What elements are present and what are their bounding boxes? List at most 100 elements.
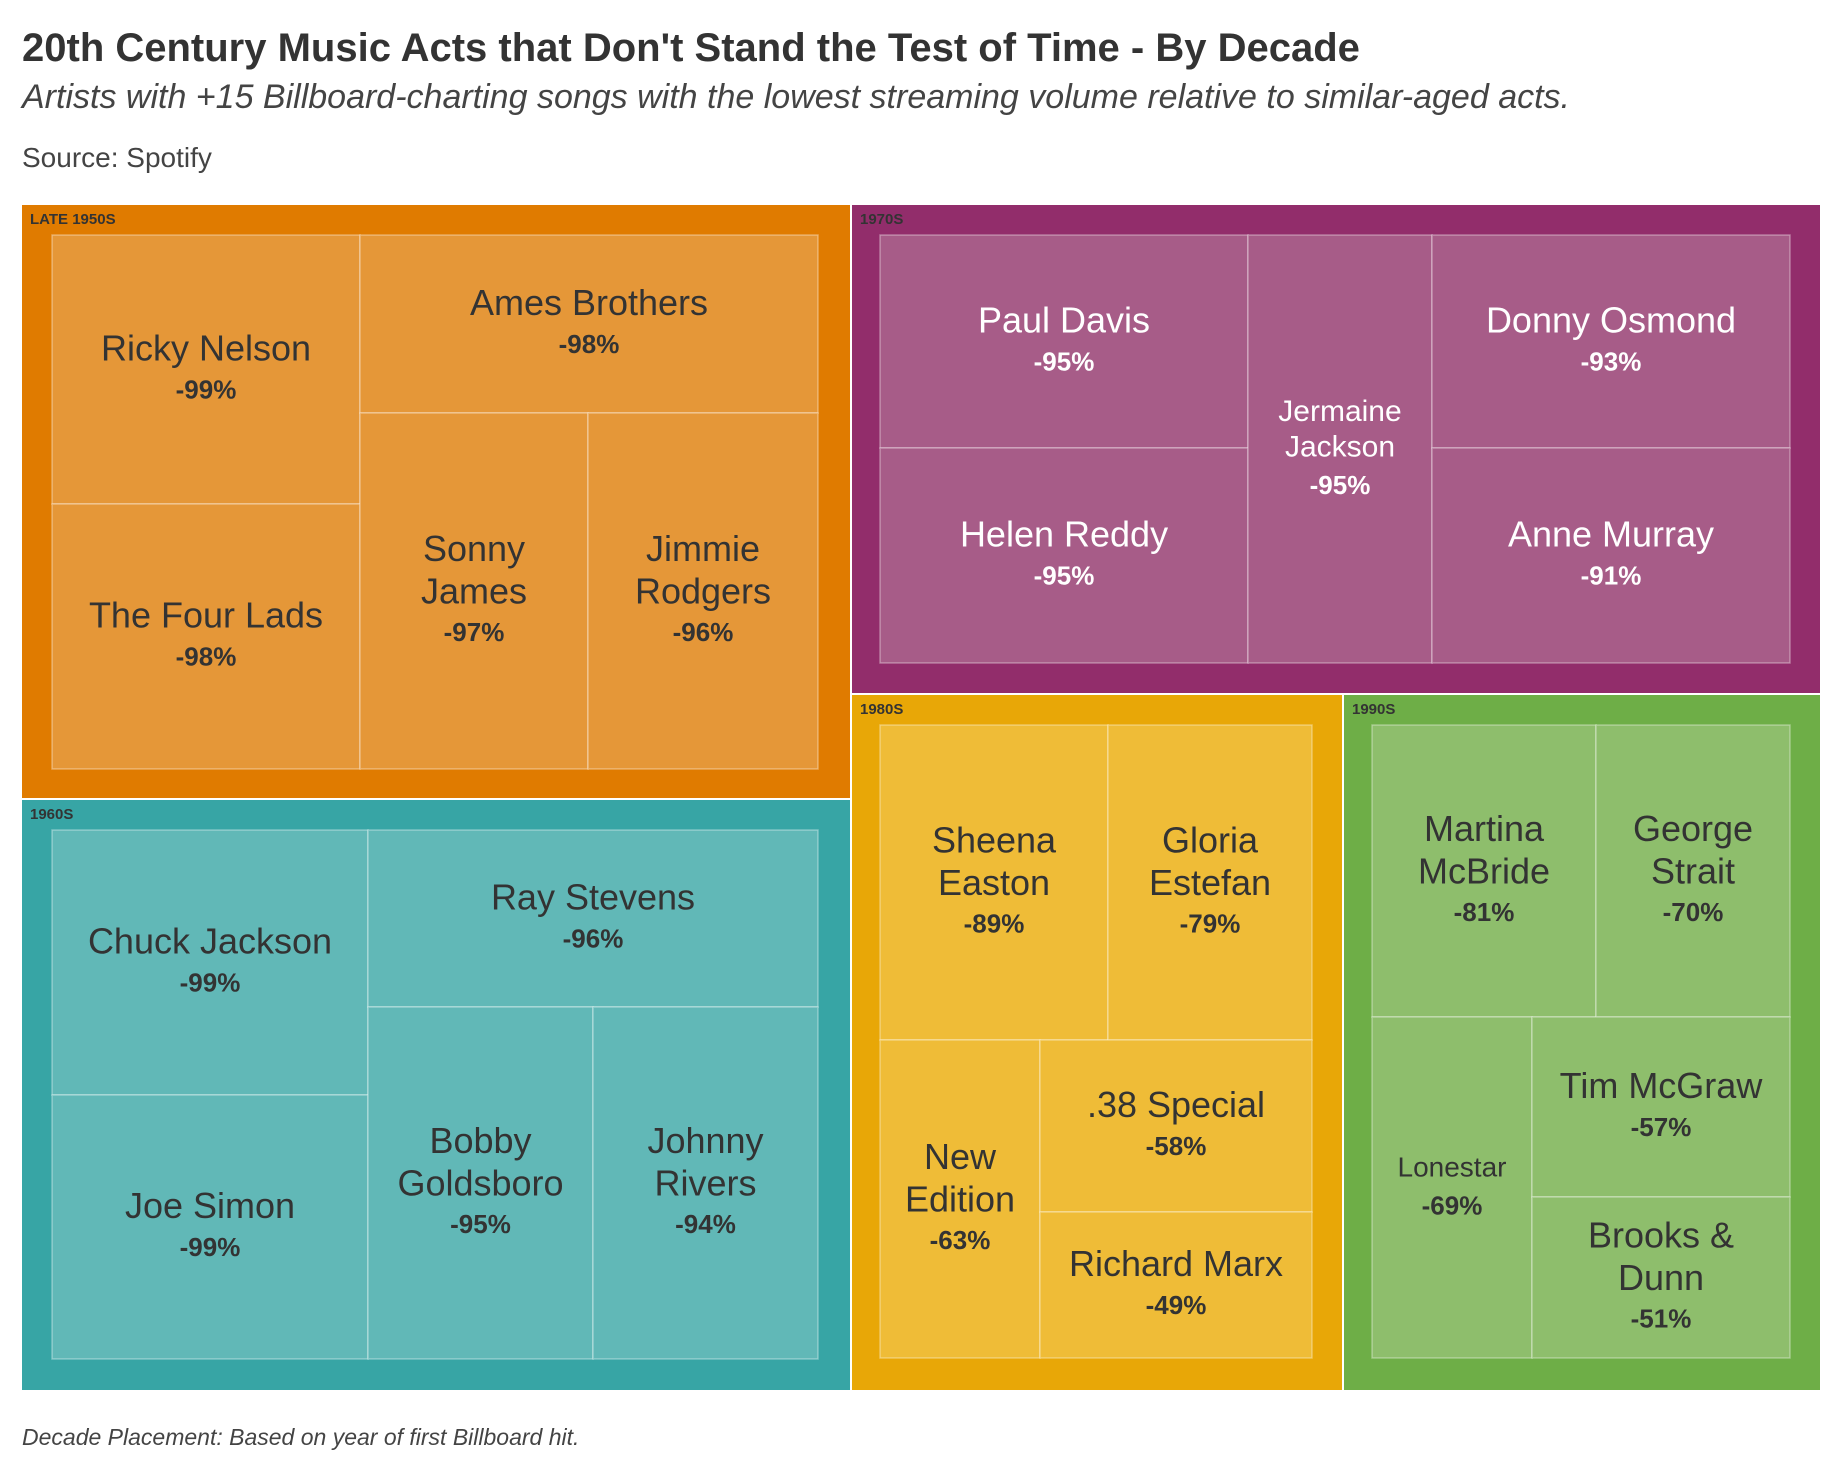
- tile-value: -81%: [1454, 897, 1515, 927]
- tile-ray-stevens: Ray Stevens -96%: [367, 829, 819, 1008]
- tile-rect: [51, 829, 369, 1096]
- tile-name: Bobby Goldsboro: [397, 1120, 563, 1203]
- tile-rect: [359, 412, 589, 770]
- tile-name: Tim McGraw: [1560, 1065, 1764, 1106]
- tile-sonny-james: Sonny James -97%: [359, 412, 589, 770]
- tile-name: Brooks & Dunn: [1588, 1214, 1734, 1297]
- tile-rect: [587, 412, 819, 770]
- group-separator: [852, 693, 1820, 695]
- tile-name: .38 Special: [1087, 1084, 1265, 1125]
- chart-title: 20th Century Music Acts that Don't Stand…: [22, 26, 1360, 70]
- tile-value: -69%: [1422, 1190, 1483, 1220]
- tile-new-edition: New Edition -63%: [879, 1039, 1041, 1359]
- tile-rect: [51, 234, 361, 505]
- tile-value: -99%: [180, 967, 241, 997]
- tile-value: -51%: [1631, 1304, 1692, 1334]
- tile-rect: [1531, 1016, 1791, 1198]
- tile-rect: [51, 1094, 369, 1360]
- tile-johnny-rivers: Johnny Rivers -94%: [592, 1006, 819, 1360]
- tile-name: Martina McBride: [1418, 808, 1550, 891]
- tile-ames-brothers: Ames Brothers -98%: [359, 234, 819, 414]
- tile-rect: [367, 829, 819, 1008]
- group-label: LATE 1950S: [30, 211, 116, 228]
- tile-rect: [367, 1006, 594, 1360]
- tile-name: Anne Murray: [1508, 514, 1714, 555]
- tile-38-special: .38 Special -58%: [1039, 1039, 1313, 1213]
- tile-donny-osmond: Donny Osmond -93%: [1431, 234, 1791, 449]
- tile-value: -79%: [1180, 909, 1241, 939]
- tile-value: -94%: [675, 1209, 736, 1239]
- tile-value: -57%: [1631, 1112, 1692, 1142]
- tile-name: Helen Reddy: [960, 514, 1168, 555]
- tile-brooks-dunn: Brooks & Dunn -51%: [1531, 1196, 1791, 1359]
- tile-rect: [879, 234, 1249, 449]
- tile-name: Sheena Easton: [932, 819, 1057, 902]
- group-label: 1990S: [1352, 701, 1395, 718]
- chart-footnote: Decade Placement: Based on year of first…: [22, 1424, 580, 1450]
- tile-richard-marx: Richard Marx -49%: [1039, 1211, 1313, 1359]
- tile-rect: [51, 503, 361, 770]
- tile-value: -95%: [1034, 560, 1095, 590]
- tile-name: Lonestar: [1398, 1152, 1507, 1183]
- tile-jimmie-rodgers: Jimmie Rodgers -96%: [587, 412, 819, 770]
- tile-sheena-easton: Sheena Easton -89%: [879, 724, 1109, 1041]
- tile-name: Sonny James: [421, 528, 527, 611]
- tile-value: -95%: [1310, 470, 1371, 500]
- chart-subtitle: Artists with +15 Billboard-charting song…: [22, 78, 1570, 116]
- tile-value: -99%: [176, 374, 237, 404]
- tile-bobby-goldsboro: Bobby Goldsboro -95%: [367, 1006, 594, 1360]
- chart-source: Source: Spotify: [22, 142, 212, 173]
- tile-rect: [1107, 724, 1313, 1041]
- tile-name: Jermaine Jackson: [1278, 395, 1401, 463]
- group-label: 1980S: [860, 701, 903, 718]
- tile-rect: [1371, 1016, 1533, 1359]
- group-label: 1970S: [860, 211, 903, 228]
- tile-gloria-estefan: Gloria Estefan -79%: [1107, 724, 1313, 1041]
- tile-name: Paul Davis: [978, 300, 1150, 341]
- tile-name: Donny Osmond: [1486, 300, 1736, 341]
- group-label: 1960S: [30, 806, 73, 823]
- tile-value: -95%: [1034, 346, 1095, 376]
- group-separator: [1342, 695, 1344, 1390]
- group-separator: [22, 798, 850, 800]
- tile-value: -96%: [563, 923, 624, 953]
- tile-george-strait: George Strait -70%: [1595, 724, 1791, 1018]
- tile-value: -97%: [444, 617, 505, 647]
- tile-rect: [359, 234, 819, 414]
- tile-paul-davis: Paul Davis -95%: [879, 234, 1249, 449]
- tile-rect: [1431, 234, 1791, 449]
- tile-tim-mcgraw: Tim McGraw -57%: [1531, 1016, 1791, 1198]
- tile-rect: [1247, 234, 1433, 664]
- tile-name: Johnny Rivers: [647, 1120, 763, 1203]
- tile-value: -63%: [930, 1225, 991, 1255]
- tile-name: Ray Stevens: [491, 877, 695, 918]
- tile-name: Joe Simon: [125, 1185, 295, 1226]
- group-1990s: 1990S Martina McBride -81% George Strait -70% L…: [1344, 695, 1820, 1390]
- tile-ricky-nelson: Ricky Nelson -99%: [51, 234, 361, 505]
- tile-value: -93%: [1581, 346, 1642, 376]
- tile-rect: [879, 447, 1249, 664]
- tile-joe-simon: Joe Simon -99%: [51, 1094, 369, 1360]
- group-1970s: 1970S Paul Davis -95% Helen Reddy -95% Jermai…: [852, 205, 1820, 693]
- tile-rect: [1595, 724, 1791, 1018]
- tile-name: The Four Lads: [89, 595, 323, 636]
- tile-value: -95%: [450, 1209, 511, 1239]
- tile-value: -70%: [1663, 897, 1724, 927]
- tile-name: George Strait: [1633, 808, 1753, 891]
- tile-lonestar: Lonestar -69%: [1371, 1016, 1533, 1359]
- tile-name: Gloria Estefan: [1149, 819, 1271, 902]
- tile-anne-murray: Anne Murray -91%: [1431, 447, 1791, 664]
- group-separator: [850, 205, 852, 1390]
- tile-value: -99%: [180, 1232, 241, 1262]
- tile-the-four-lads: The Four Lads -98%: [51, 503, 361, 770]
- tile-rect: [1431, 447, 1791, 664]
- tile-value: -49%: [1146, 1290, 1207, 1320]
- group-late-1950s: LATE 1950S Ricky Nelson -99% The Four Lads -…: [22, 205, 850, 798]
- tile-value: -58%: [1146, 1131, 1207, 1161]
- tile-name: Jimmie Rodgers: [635, 528, 771, 611]
- group-1980s: 1980S Sheena Easton -89% Gloria Estefan -79% Ne…: [852, 695, 1342, 1390]
- tile-martina-mcbride: Martina McBride -81%: [1371, 724, 1597, 1018]
- tile-chuck-jackson: Chuck Jackson -99%: [51, 829, 369, 1096]
- tile-name: Chuck Jackson: [88, 921, 332, 962]
- tile-rect: [879, 1039, 1041, 1359]
